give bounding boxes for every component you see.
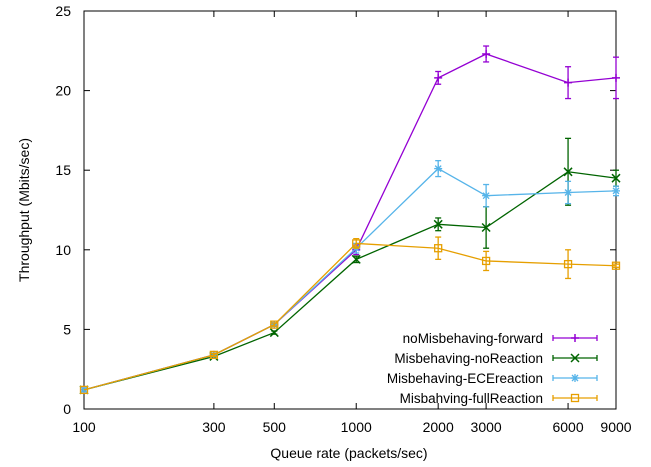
data-point — [434, 244, 443, 253]
legend-swatch-marker — [571, 334, 579, 342]
x-tick-label: 300 — [202, 419, 226, 435]
error-bar — [271, 322, 278, 327]
data-point — [481, 256, 491, 266]
data-point — [352, 239, 361, 248]
legend-label: Misbahving-fullReaction — [400, 391, 543, 406]
data-point — [481, 222, 491, 233]
error-bar — [565, 249, 572, 280]
series-line — [83, 171, 617, 391]
y-tick-label: 10 — [55, 242, 71, 258]
x-tick-label: 500 — [263, 419, 287, 435]
data-point — [563, 259, 573, 269]
y-tick-label: 15 — [55, 162, 71, 178]
error-bar — [483, 250, 490, 272]
y-tick-label: 20 — [55, 83, 71, 99]
error-bar — [210, 352, 217, 358]
legend-swatch-marker — [570, 393, 580, 403]
plot-frame — [83, 10, 617, 410]
x-tick-label: 6000 — [552, 419, 583, 435]
data-point — [433, 219, 443, 229]
data-point — [434, 164, 443, 173]
data-point — [351, 254, 361, 264]
series-group — [79, 45, 621, 395]
x-tick-label: 2000 — [423, 419, 454, 435]
legend-label: noMisbehaving-forward — [403, 331, 543, 346]
legend-label: Misbehaving-noReaction — [394, 351, 543, 366]
y-axis-title: Throughput (Mbits/sec) — [16, 138, 32, 282]
data-point — [564, 78, 573, 87]
legend-entry: Misbehaving-ECEreaction — [387, 371, 598, 386]
data-point — [612, 186, 620, 195]
axes: 0 5 10 15 20 25 100 300 500 1000 2000 3000 6000 9000 — [55, 3, 631, 435]
data-point — [612, 73, 620, 82]
legend-entry: Misbehaving-noReaction — [394, 351, 598, 366]
data-point — [563, 167, 573, 177]
legend-entry: Misbahving-fullReaction — [400, 391, 598, 406]
y-tick-label: 5 — [63, 321, 71, 337]
x-tick-label: 1000 — [341, 419, 372, 435]
data-point — [209, 350, 219, 360]
data-point — [482, 191, 491, 200]
x-tick-label: 100 — [72, 419, 96, 435]
data-point — [611, 261, 621, 270]
data-point — [482, 49, 491, 58]
series-Misbahving-fullReaction — [79, 236, 621, 395]
x-tick-label: 3000 — [471, 419, 502, 435]
series-line — [83, 242, 617, 391]
legend-swatch-marker — [571, 374, 579, 382]
data-point — [79, 385, 89, 395]
y-tick-label: 25 — [55, 3, 71, 19]
data-point — [434, 73, 443, 82]
error-bar — [613, 263, 619, 268]
legend-label: Misbehaving-ECEreaction — [387, 371, 543, 386]
data-point — [269, 328, 279, 338]
x-tick-label: 9000 — [600, 419, 631, 435]
y-tick-label: 0 — [63, 401, 71, 417]
data-point — [270, 320, 279, 329]
x-axis-title: Queue rate (packets/sec) — [270, 445, 427, 461]
legend: noMisbehaving-forward Misbehaving-noReact… — [387, 331, 598, 406]
data-point — [611, 173, 621, 183]
legend-entry: noMisbehaving-forward — [403, 331, 598, 346]
legend-swatch-marker — [570, 353, 580, 363]
data-point — [564, 188, 573, 197]
error-bar — [435, 236, 442, 261]
